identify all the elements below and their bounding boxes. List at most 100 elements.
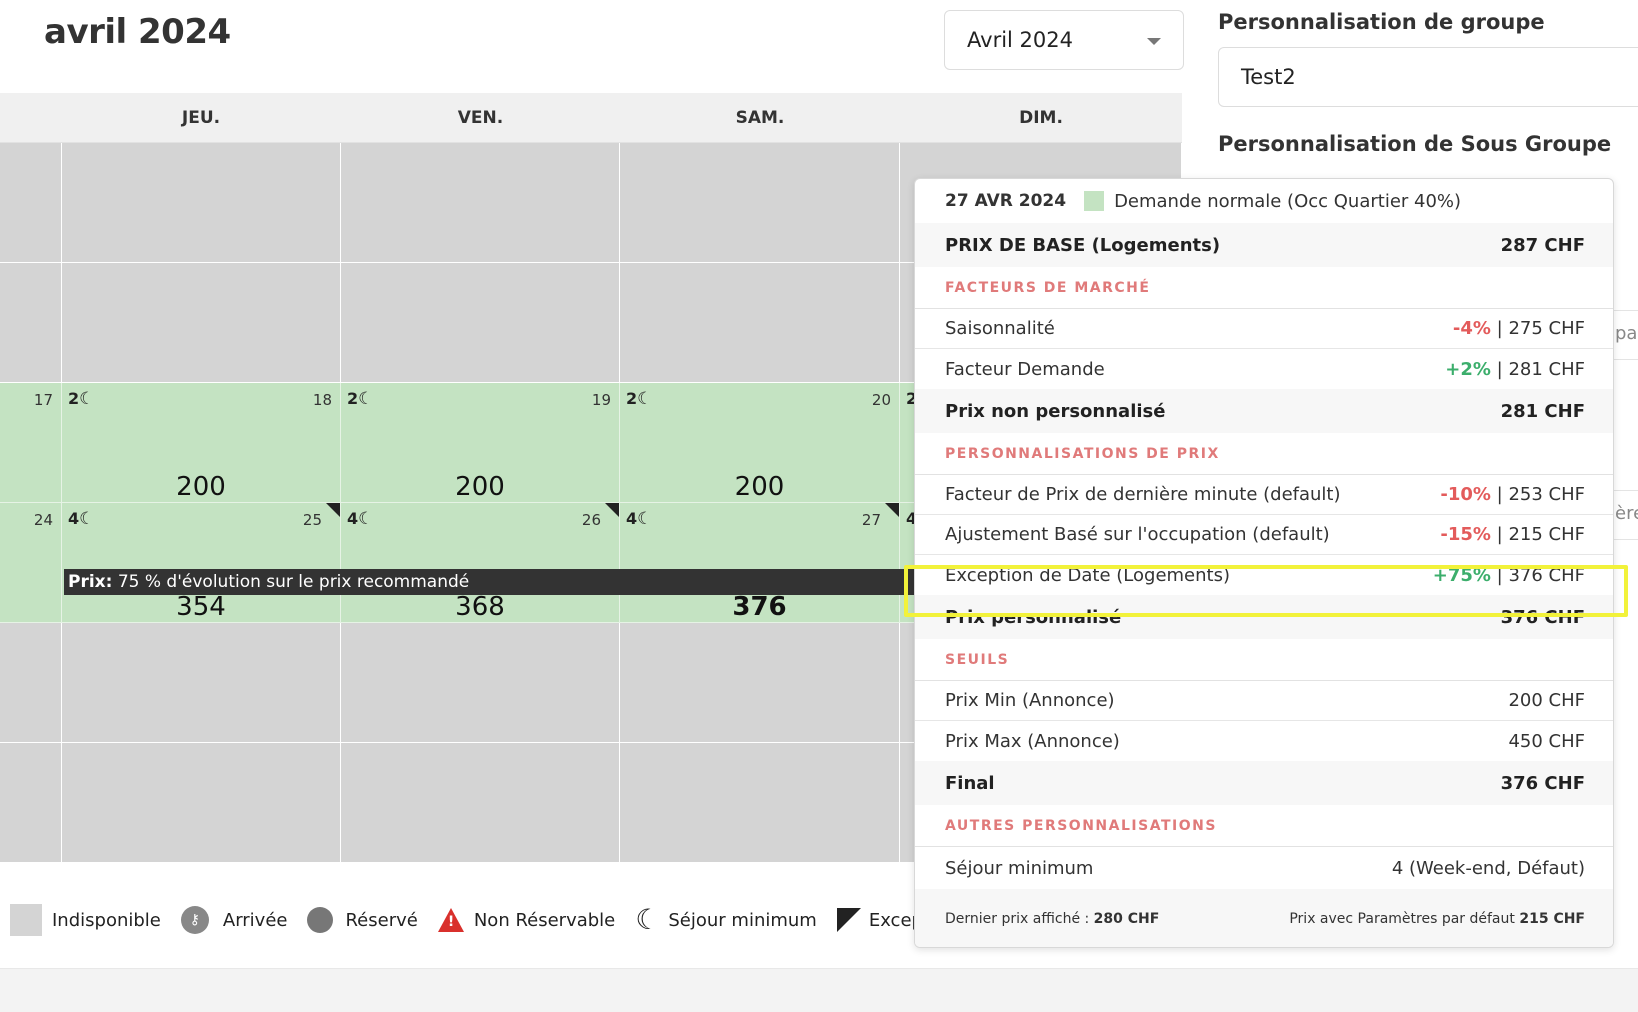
min-stay: 2☾ [68,389,94,409]
day-number: 20 [871,391,891,409]
day-header-thu: JEU. [181,108,221,128]
calendar-day-cell[interactable] [62,623,341,743]
last-price-value: 280 CHF [1093,911,1160,927]
calendar-day-cell[interactable] [341,623,620,743]
last-price-label: Dernier prix affiché : [945,911,1090,927]
default-price-label: Prix avec Paramètres par défaut [1289,911,1515,927]
price-tooltip-label: Prix: [68,572,113,592]
reserved-dot-icon [307,907,334,933]
row-label: Ajustement Basé sur l'occupation (defaul… [945,524,1330,545]
month-select-value: Avril 2024 [967,28,1073,52]
section-thresholds: SEUILS [915,639,1613,681]
row-pct: +2% [1445,358,1491,380]
moon-icon: ☾ [358,509,374,529]
min-stay-value: 2 [347,389,359,408]
row-amount: | 253 CHF [1496,484,1585,505]
calendar-day-cell[interactable]: 17 [0,383,62,503]
calendar-day-cell[interactable] [620,143,900,263]
day-header-fri: VEN. [457,108,504,128]
calendar-day-cell[interactable] [0,143,62,263]
calendar-day-cell[interactable]: 4☾ 27 376 [620,503,900,623]
calendar-day-cell[interactable] [0,623,62,743]
row-value: 4 (Week-end, Défaut) [1391,857,1585,879]
day-number: 17 [33,391,53,409]
group-input-value: Test2 [1241,65,1296,89]
row-pct: -4% [1452,318,1491,339]
min-stay: 2☾ [347,389,373,409]
row-label: Final [945,772,995,794]
popup-demand: Demande normale (Occ Quartier 40%) [1114,190,1462,212]
day-header-sun: DIM. [1019,108,1063,128]
calendar-day-cell[interactable] [0,263,62,383]
row-label: Prix Min (Annonce) [945,690,1115,711]
calendar-day-cell[interactable] [341,143,620,263]
row-label: Prix non personnalisé [945,400,1166,422]
day-number: 18 [312,391,332,409]
min-stay-value: 4 [906,509,918,528]
legend-item-arrival: ⚷ Arrivée [180,906,287,934]
section-market-factors: FACTEURS DE MARCHÉ [915,267,1613,309]
warning-icon: ! [437,908,464,932]
moon-icon: ☾ [358,389,374,409]
row-value: 450 CHF [1508,730,1585,752]
legend-item-unavailable: Indisponible [10,904,161,936]
last-price: Dernier prix affiché : 280 CHF [945,911,1289,927]
day-number: 19 [591,391,611,409]
row-date-exception: Exception de Date (Logements) +75% | 376… [915,555,1613,595]
row-value: 376 CHF [1500,606,1585,628]
row-max-price: Prix Max (Annonce) 450 CHF [915,721,1613,761]
calendar-day-cell[interactable]: 2☾ 19 200 [341,383,620,503]
calendar-day-cell[interactable] [620,743,900,863]
row-demand-factor: Facteur Demande +2% | 281 CHF [915,349,1613,389]
default-price: Prix avec Paramètres par défaut 215 CHF [1289,911,1585,927]
min-stay: 4☾ [626,509,652,529]
row-amount: | 275 CHF [1496,318,1585,339]
min-stay-value: 4 [68,509,80,528]
row-label: Prix personnalisé [945,606,1122,628]
row-label: Prix Max (Annonce) [945,730,1120,752]
row-label: Séjour minimum [945,857,1094,879]
calendar-day-cell[interactable]: 2☾ 20 200 [620,383,900,503]
legend-label: Réservé [345,909,418,931]
row-base-price: PRIX DE BASE (Logements) 287 CHF [915,223,1613,267]
key-icon: ⚷ [180,906,209,934]
legend-item-min-stay: ☾ Séjour minimum [635,906,817,934]
row-pct: -10% [1440,484,1491,505]
calendar-day-cell[interactable] [62,143,341,263]
calendar-day-cell[interactable] [0,743,62,863]
group-label: Personnalisation de groupe [1218,10,1545,34]
min-stay-value: 4 [347,509,359,528]
day-number: 24 [33,511,53,529]
popup-header: 27 AVR 2024 Demande normale (Occ Quartie… [915,179,1613,223]
row-value: +2% | 281 CHF [1445,359,1585,380]
calendar-day-cell[interactable] [341,263,620,383]
calendar-day-cell[interactable] [62,743,341,863]
calendar-day-cell[interactable] [341,743,620,863]
row-seasonality: Saisonnalité -4% | 275 CHF [915,309,1613,349]
calendar-day-cell[interactable] [620,623,900,743]
legend: Indisponible ⚷ Arrivée Réservé ! Non Rés… [10,900,977,940]
moon-icon: ☾ [637,389,653,409]
subgroup-label: Personnalisation de Sous Groupe [1218,132,1612,156]
calendar-day-cell[interactable]: 4☾ 26 368 [341,503,620,623]
price-tooltip: Prix: 75 % d'évolution sur le prix recom… [64,569,914,595]
day-number: 25 [302,511,322,529]
calendar-day-cell[interactable] [62,263,341,383]
row-label: Facteur de Prix de dernière minute (defa… [945,484,1341,505]
day-price: 200 [734,472,785,502]
row-value: -4% | 275 CHF [1453,318,1585,339]
group-input[interactable]: Test2 [1218,47,1638,107]
calendar-day-cell[interactable] [620,263,900,383]
calendar-day-cell[interactable]: 4☾ 25 354 [62,503,341,623]
section-price-personalizations: PERSONNALISATIONS DE PRIX [915,433,1613,475]
min-stay: 4☾ [347,509,373,529]
min-stay-value: 2 [906,389,918,408]
calendar-day-cell[interactable]: 2☾ 18 200 [62,383,341,503]
moon-icon: ☾ [637,509,653,529]
row-value: -10% | 253 CHF [1440,484,1585,505]
calendar-day-cell[interactable]: 24 [0,503,62,623]
month-select[interactable]: Avril 2024 [944,10,1184,70]
row-min-price: Prix Min (Annonce) 200 CHF [915,681,1613,721]
demand-swatch-icon [1084,191,1105,211]
exception-triangle-icon [836,908,861,932]
